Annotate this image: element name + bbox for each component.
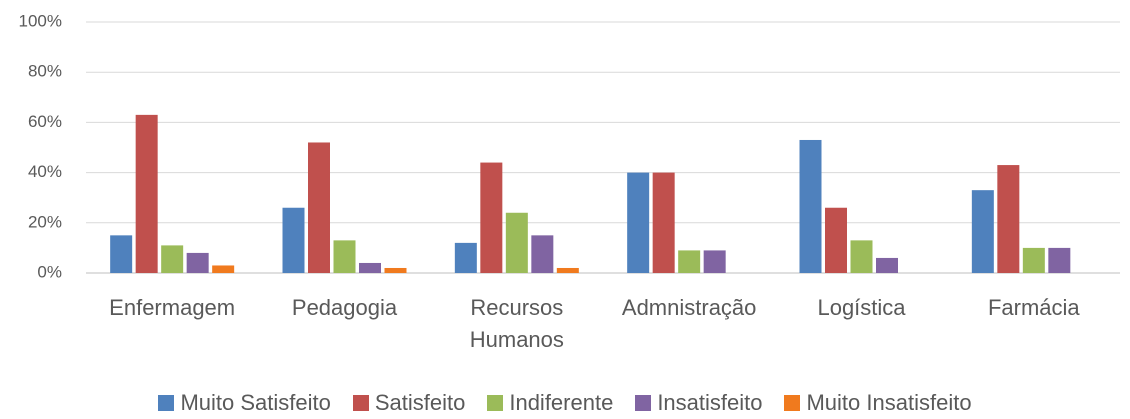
legend: Muito Satisfeito Satisfeito Indiferente Ins… — [0, 390, 1130, 416]
bar — [1022, 247, 1045, 273]
y-tick-label: 60% — [28, 112, 62, 131]
bar — [186, 252, 209, 273]
legend-swatch — [158, 395, 175, 411]
y-tick-label: 0% — [37, 262, 62, 281]
legend-item: Insatisfeito — [635, 390, 762, 416]
legend-swatch — [352, 395, 369, 411]
legend-label: Insatisfeito — [657, 390, 763, 415]
bar — [282, 207, 305, 273]
bar — [627, 172, 650, 273]
bar — [359, 262, 381, 273]
legend-item: Muito Satisfeito — [158, 390, 331, 416]
x-tick-label: Logística — [817, 295, 906, 320]
legend-label: Indiferente — [509, 390, 614, 415]
bar — [212, 265, 235, 273]
legend-swatch — [635, 395, 652, 411]
bar — [1048, 247, 1071, 273]
y-tick-label: 80% — [28, 62, 62, 81]
legend-swatch — [784, 395, 801, 411]
bar — [825, 207, 847, 273]
legend-item: Muito Insatisfeito — [784, 390, 972, 416]
bar — [454, 242, 477, 273]
bar — [505, 212, 528, 273]
bar — [531, 235, 554, 273]
legend-label: Muito Insatisfeito — [806, 390, 972, 415]
x-tick-label: Recursos Humanos — [469, 295, 564, 352]
bar — [971, 190, 994, 273]
legend-item: Indiferente — [487, 390, 613, 416]
bar — [480, 162, 503, 273]
bar — [703, 250, 726, 273]
x-tick-label: Farmácia — [987, 295, 1080, 320]
y-tick-label: 100% — [19, 11, 62, 30]
bar — [110, 235, 133, 273]
bar — [850, 240, 873, 273]
legend-label: Muito Satisfeito — [180, 390, 331, 415]
bar — [333, 240, 356, 273]
bar — [876, 257, 898, 273]
bar — [997, 165, 1020, 273]
x-tick-label: Enfermagem — [109, 295, 236, 320]
bar — [161, 245, 184, 273]
bar — [556, 267, 579, 273]
bar — [308, 142, 330, 273]
bar — [135, 114, 158, 274]
legend-swatch — [487, 395, 504, 411]
bar — [652, 172, 675, 273]
y-tick-label: 20% — [28, 212, 62, 231]
bar — [799, 139, 822, 273]
x-tick-label: Pedagogia — [291, 295, 398, 320]
x-tick-label: Admnistração — [621, 295, 757, 320]
bar — [384, 267, 407, 273]
legend-label: Satisfeito — [374, 390, 466, 415]
bar — [678, 250, 701, 273]
y-tick-label: 40% — [28, 162, 62, 181]
legend-item: Satisfeito — [352, 390, 466, 416]
